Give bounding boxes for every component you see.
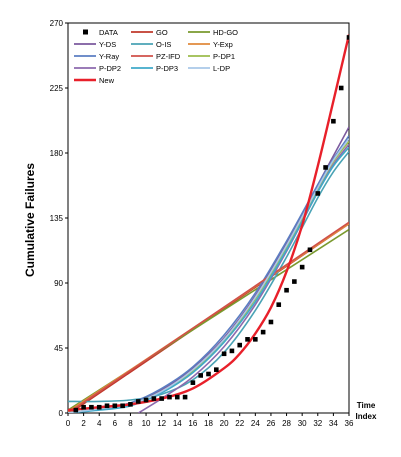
- data-point: [331, 118, 336, 124]
- data-point: [299, 264, 305, 270]
- data-point: [120, 403, 125, 409]
- x-axis-label-line2: Index: [356, 412, 377, 421]
- legend-label-data: DATA: [99, 28, 118, 37]
- legend-label-o-is: O-IS: [156, 40, 171, 49]
- series-group: [68, 34, 349, 413]
- x-tick-label: 10: [142, 419, 151, 428]
- data-point: [174, 394, 180, 400]
- data-point: [260, 329, 266, 335]
- series-line-new: [68, 34, 349, 412]
- legend-label-p-dp3: P-DP3: [156, 64, 178, 73]
- y-tick-label: 270: [50, 19, 64, 28]
- data-point: [214, 367, 219, 372]
- data-point: [276, 302, 282, 307]
- legend-label-y-ds: Y-DS: [99, 40, 116, 49]
- x-tick-label: 36: [345, 419, 354, 428]
- legend-label-y-ray: Y-Ray: [99, 52, 119, 61]
- x-tick-label: 18: [204, 419, 213, 428]
- data-point: [206, 371, 211, 377]
- data-point: [190, 380, 196, 385]
- legend: DATA GO HD-GO Y-DS O-IS Y-Exp Y-Ray PZ-IFD P-DP1…: [74, 28, 238, 85]
- data-point: [167, 394, 172, 400]
- x-tick-label: 34: [329, 419, 338, 428]
- x-tick-label: 2: [81, 419, 86, 428]
- data-point: [89, 404, 94, 410]
- data-point: [104, 403, 110, 409]
- x-tick-label: 14: [173, 419, 182, 428]
- data-point: [128, 402, 133, 407]
- data-point: [307, 247, 313, 253]
- series-line-pz-ifd: [68, 221, 349, 413]
- y-tick-label: 90: [54, 279, 63, 288]
- y-tick-label: 225: [50, 84, 64, 93]
- y-tick-label: 0: [59, 409, 64, 418]
- x-tick-label: 22: [235, 419, 244, 428]
- x-tick-label: 16: [188, 419, 197, 428]
- data-point: [112, 403, 118, 409]
- legend-label-hd-go: HD-GO: [213, 28, 238, 37]
- x-axis-label-line1: Time: [357, 401, 376, 410]
- y-tick-label: 135: [50, 214, 64, 223]
- data-point: [315, 191, 321, 196]
- data-point: [81, 404, 86, 410]
- data-point: [292, 279, 297, 284]
- x-tick-label: 4: [97, 419, 102, 428]
- data-point: [151, 396, 157, 401]
- data-point: [143, 397, 149, 403]
- legend-label-y-exp: Y-Exp: [213, 40, 233, 49]
- legend-label-new: New: [99, 76, 115, 85]
- data-point: [268, 319, 274, 325]
- x-tick-label: 28: [282, 419, 291, 428]
- x-tick-label: 8: [128, 419, 133, 428]
- data-point: [346, 35, 349, 40]
- legend-label-go: GO: [156, 28, 168, 37]
- data-point: [221, 351, 227, 357]
- x-tick-label: 24: [251, 419, 260, 428]
- data-point: [198, 373, 203, 378]
- x-tick-label: 12: [157, 419, 166, 428]
- data-point: [338, 85, 344, 91]
- y-axis-label: Cumulative Failures: [23, 163, 37, 277]
- y-tick-label: 45: [54, 344, 63, 353]
- legend-label-l-dp: L-DP: [213, 64, 230, 73]
- data-point: [182, 394, 188, 400]
- data-point: [96, 404, 102, 410]
- data-point: [237, 342, 243, 348]
- data-point: [135, 399, 141, 404]
- data-point: [253, 337, 258, 342]
- data-point: [229, 348, 235, 354]
- legend-label-p-dp2: P-DP2: [99, 64, 121, 73]
- x-tick-label: 26: [266, 419, 275, 428]
- legend-marker-data: [83, 29, 88, 35]
- data-point: [245, 337, 250, 342]
- legend-label-pz-ifd: PZ-IFD: [156, 52, 181, 61]
- x-tick-label: 0: [66, 419, 71, 428]
- data-point: [73, 407, 79, 413]
- x-tick-label: 20: [220, 419, 229, 428]
- data-point: [159, 396, 164, 401]
- x-tick-label: 32: [313, 419, 322, 428]
- data-point: [323, 165, 328, 170]
- y-tick-label: 180: [50, 149, 64, 158]
- x-tick-label: 6: [113, 419, 118, 428]
- data-point: [284, 287, 289, 293]
- x-tick-label: 30: [298, 419, 307, 428]
- legend-label-p-dp1: P-DP1: [213, 52, 235, 61]
